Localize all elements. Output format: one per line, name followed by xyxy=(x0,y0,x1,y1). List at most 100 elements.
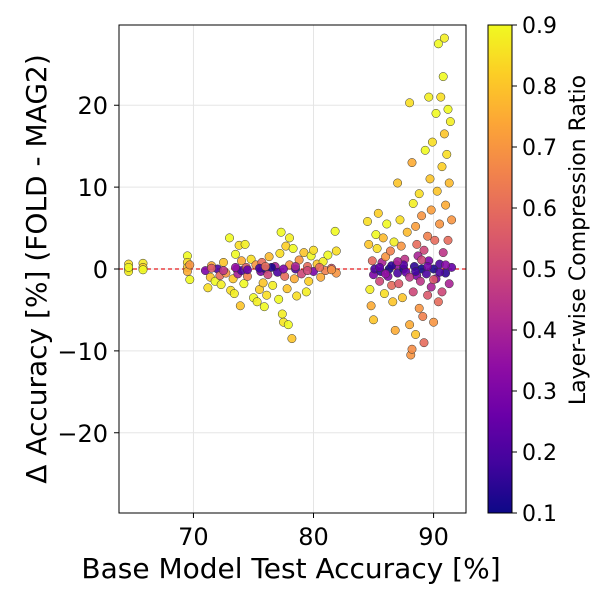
data-point xyxy=(426,282,436,292)
data-point xyxy=(425,174,435,184)
data-point xyxy=(373,208,383,218)
data-point xyxy=(203,283,213,293)
data-point xyxy=(437,287,447,297)
data-point xyxy=(405,320,415,330)
data-point xyxy=(277,309,287,319)
data-point xyxy=(394,279,404,289)
data-point xyxy=(407,158,417,168)
data-point xyxy=(414,189,424,199)
data-point xyxy=(436,92,446,102)
data-point xyxy=(363,217,372,226)
colorbar-tick-label: 0.9 xyxy=(522,14,557,39)
data-point xyxy=(364,239,374,249)
colorbar-tick-label: 0.7 xyxy=(522,136,557,161)
data-point xyxy=(441,260,451,270)
data-point xyxy=(279,264,288,274)
colorbar-ticks: 0.1 0.2 0.3 0.4 0.5 0.6 0.7 0.8 0.9 xyxy=(512,14,557,527)
y-tick-label: 10 xyxy=(77,174,108,202)
data-point xyxy=(388,297,398,307)
data-point xyxy=(438,72,448,82)
data-point xyxy=(258,278,268,288)
data-point xyxy=(261,262,270,271)
data-point xyxy=(288,244,298,253)
data-point xyxy=(207,263,216,273)
data-point xyxy=(219,257,228,267)
data-point xyxy=(447,215,457,225)
data-point xyxy=(237,256,246,266)
data-point xyxy=(124,262,134,272)
data-point xyxy=(430,235,440,245)
data-point xyxy=(252,297,262,307)
colorbar xyxy=(487,24,513,514)
data-point xyxy=(435,267,445,277)
y-tick-label: −20 xyxy=(57,420,108,448)
data-point xyxy=(445,117,455,127)
data-point xyxy=(433,39,443,49)
x-tick-label: 80 xyxy=(298,523,329,551)
data-point xyxy=(393,257,403,267)
data-point xyxy=(427,137,437,147)
data-point xyxy=(426,205,436,215)
data-point xyxy=(382,219,392,229)
data-point xyxy=(385,246,395,256)
data-point xyxy=(287,334,297,344)
data-point xyxy=(303,266,312,276)
data-point xyxy=(378,233,388,243)
data-point xyxy=(419,245,429,255)
data-point xyxy=(331,246,341,256)
data-point xyxy=(424,92,434,102)
data-point xyxy=(432,186,442,196)
data-point xyxy=(439,129,449,139)
data-point xyxy=(441,200,451,210)
data-point xyxy=(283,320,293,330)
data-point xyxy=(240,239,250,249)
data-point xyxy=(395,215,405,225)
colorbar-tick-label: 0.6 xyxy=(522,197,557,222)
data-point xyxy=(259,302,269,312)
data-point xyxy=(444,279,454,289)
data-point xyxy=(379,289,389,299)
data-point xyxy=(396,241,406,251)
data-point xyxy=(411,221,421,231)
data-point xyxy=(411,267,421,276)
data-point xyxy=(366,301,376,311)
colorbar-tick-label: 0.2 xyxy=(522,441,557,466)
data-point xyxy=(439,33,449,43)
data-point xyxy=(438,248,448,258)
data-point xyxy=(138,265,148,275)
data-point xyxy=(216,280,226,290)
data-point xyxy=(437,162,447,172)
y-axis-ticks: −20 −10 0 10 20 xyxy=(57,92,119,448)
data-point xyxy=(389,237,399,247)
data-point xyxy=(423,262,433,271)
data-point xyxy=(443,235,453,245)
x-axis-ticks: 70 80 90 xyxy=(178,513,449,551)
data-point xyxy=(381,269,391,279)
data-point xyxy=(433,297,443,307)
data-point xyxy=(309,245,318,255)
data-point xyxy=(443,104,453,114)
data-point xyxy=(381,252,391,262)
data-point xyxy=(219,266,228,276)
data-point xyxy=(285,233,294,243)
data-point xyxy=(417,211,427,221)
data-point xyxy=(421,269,431,279)
data-point xyxy=(291,262,300,271)
data-point xyxy=(412,239,422,249)
y-tick-label: −10 xyxy=(57,338,108,366)
data-point xyxy=(235,301,245,311)
data-point xyxy=(367,256,377,266)
data-point xyxy=(405,98,415,108)
data-point xyxy=(185,275,195,285)
data-point xyxy=(375,262,385,272)
data-point xyxy=(262,290,272,300)
data-point xyxy=(408,287,418,297)
data-point xyxy=(415,276,425,286)
data-point xyxy=(231,262,240,272)
colorbar-tick-label: 0.8 xyxy=(522,75,557,100)
data-point xyxy=(231,249,240,259)
data-point xyxy=(275,248,285,258)
data-point xyxy=(276,227,286,237)
data-point xyxy=(405,272,415,282)
